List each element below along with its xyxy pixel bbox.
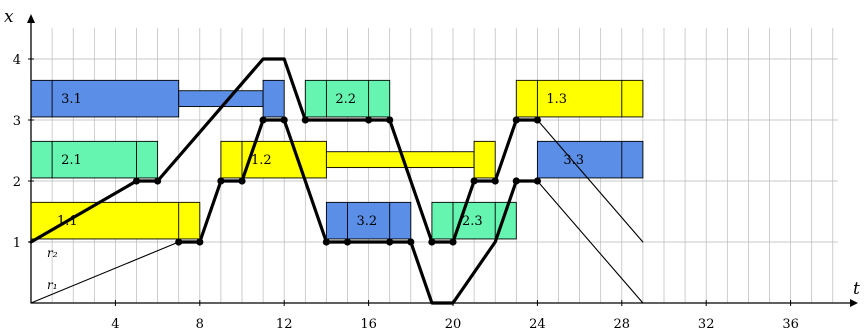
schedule-box bbox=[220, 140, 327, 179]
axes bbox=[27, 14, 858, 307]
box-label: 1.2 bbox=[251, 153, 272, 168]
trajectory-point bbox=[491, 177, 499, 185]
trajectory-point bbox=[365, 116, 373, 124]
y-tick-label: 4 bbox=[13, 53, 21, 68]
y-tick-label: 1 bbox=[13, 236, 21, 251]
trajectory-point bbox=[512, 177, 520, 185]
trajectory-point bbox=[238, 177, 246, 185]
trajectory-point bbox=[533, 177, 542, 185]
trajectory-point bbox=[343, 238, 352, 246]
x-axis-title: t bbox=[853, 279, 860, 299]
schedule-box bbox=[515, 79, 644, 118]
trajectory-point bbox=[449, 238, 457, 246]
box-label: 3.3 bbox=[563, 153, 584, 168]
schedule-box bbox=[30, 201, 201, 240]
trajectory-point bbox=[196, 238, 204, 246]
trajectory-point bbox=[322, 238, 330, 246]
trajectory-point bbox=[512, 116, 520, 124]
trajectory-point bbox=[301, 116, 309, 124]
y-axis-arrow bbox=[27, 14, 35, 23]
line-label-r2: r₂ bbox=[47, 246, 58, 260]
x-tick-label: 32 bbox=[698, 317, 715, 332]
schedule-box bbox=[30, 79, 180, 118]
schedule-box bbox=[30, 140, 159, 179]
trajectory-point bbox=[154, 177, 162, 185]
x-tick-label: 36 bbox=[782, 317, 799, 332]
schedule-box bbox=[325, 201, 412, 240]
trajectory-point bbox=[280, 116, 288, 124]
trajectory-point bbox=[259, 116, 267, 124]
box-label: 2.1 bbox=[61, 153, 82, 168]
schedule-boxes: 1.12.13.11.22.23.2 2.31.33.3 bbox=[30, 79, 644, 240]
box-label: 2.2 bbox=[335, 92, 356, 107]
trajectory-points bbox=[132, 116, 542, 246]
y-axis-title: x bbox=[4, 7, 14, 27]
schedule-box bbox=[536, 140, 644, 179]
x-tick-label: 8 bbox=[196, 317, 204, 332]
box-label: 3.2 bbox=[357, 214, 378, 229]
schedule-box bbox=[262, 79, 285, 118]
schedule-box bbox=[304, 79, 391, 118]
line-label-r1: r₁ bbox=[47, 278, 58, 292]
trajectory-point bbox=[386, 238, 394, 246]
schedule-box bbox=[178, 90, 264, 108]
trajectory-point bbox=[428, 238, 436, 246]
x-axis-arrow bbox=[850, 299, 858, 307]
x-tick-label: 20 bbox=[445, 317, 462, 332]
box-label: 2.3 bbox=[462, 214, 483, 229]
box-label: 3.1 bbox=[61, 92, 82, 107]
box-label: 1.3 bbox=[546, 92, 567, 107]
schedule-box bbox=[473, 140, 496, 179]
trajectory-point bbox=[470, 177, 478, 185]
x-tick-label: 28 bbox=[614, 317, 631, 332]
trajectory-point bbox=[175, 238, 183, 246]
trajectory-point bbox=[386, 116, 394, 124]
x-tick-label: 16 bbox=[360, 317, 377, 332]
trajectory-point bbox=[217, 177, 225, 185]
x-tick-label: 4 bbox=[111, 317, 119, 332]
trajectory-point bbox=[533, 116, 542, 124]
y-tick-label: 2 bbox=[13, 175, 21, 190]
trajectory-point bbox=[132, 177, 141, 185]
y-tick-label: 3 bbox=[13, 114, 21, 129]
x-tick-label: 24 bbox=[529, 317, 546, 332]
x-tick-label: 12 bbox=[276, 317, 293, 332]
trajectory-point bbox=[407, 238, 415, 246]
